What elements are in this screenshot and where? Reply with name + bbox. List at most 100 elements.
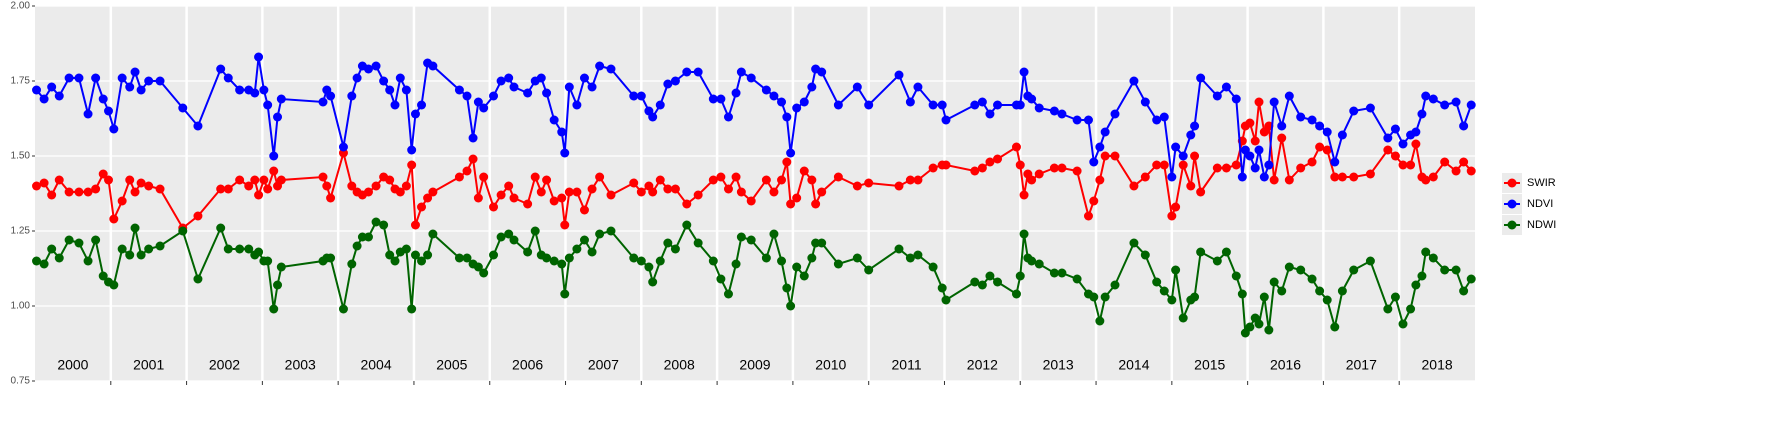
year-label: 2011: [892, 357, 922, 373]
data-point: [462, 166, 472, 176]
data-point: [1307, 274, 1317, 284]
data-point: [1186, 130, 1196, 140]
data-point: [1411, 139, 1421, 149]
data-point: [693, 67, 703, 77]
data-point: [636, 256, 646, 266]
data-point: [1129, 181, 1139, 191]
data-point: [1019, 190, 1029, 200]
data-point: [1212, 256, 1222, 266]
data-point: [322, 181, 332, 191]
data-point: [1411, 127, 1421, 137]
data-point: [782, 112, 792, 122]
data-point: [1100, 127, 1110, 137]
data-point: [655, 175, 665, 185]
data-point: [811, 199, 821, 209]
data-point: [864, 178, 874, 188]
data-point: [1250, 136, 1260, 146]
data-point: [833, 259, 843, 269]
data-point: [587, 184, 597, 194]
data-point: [1159, 112, 1169, 122]
data-point: [347, 181, 357, 191]
data-point: [1466, 274, 1476, 284]
data-point: [1383, 133, 1393, 143]
data-point: [905, 253, 915, 263]
data-point: [579, 235, 589, 245]
data-point: [1196, 73, 1206, 83]
data-point: [130, 223, 140, 233]
data-point: [1196, 187, 1206, 197]
data-point: [663, 79, 673, 89]
data-point: [977, 97, 987, 107]
data-point: [682, 220, 692, 230]
data-point: [117, 244, 127, 254]
data-point: [1330, 172, 1340, 182]
year-label: 2000: [57, 357, 88, 373]
data-point: [390, 256, 400, 266]
year-label: 2010: [815, 357, 846, 373]
year-label: 2016: [1270, 357, 1301, 373]
data-point: [117, 73, 127, 83]
data-point: [326, 193, 336, 203]
data-point: [655, 100, 665, 110]
data-point: [263, 256, 273, 266]
data-point: [993, 154, 1003, 164]
data-point: [504, 229, 514, 239]
data-point: [970, 100, 980, 110]
data-point: [852, 253, 862, 263]
data-point: [736, 187, 746, 197]
year-label: 2014: [1118, 357, 1149, 373]
data-point: [1406, 160, 1416, 170]
data-point: [644, 262, 654, 272]
data-point: [473, 97, 483, 107]
data-point: [385, 250, 395, 260]
data-point: [1015, 100, 1025, 110]
data-point: [223, 184, 233, 194]
data-point: [1315, 121, 1325, 131]
data-point: [1212, 91, 1222, 101]
data-point: [479, 172, 489, 182]
data-point: [970, 277, 980, 287]
data-point: [385, 175, 395, 185]
data-point: [428, 229, 438, 239]
data-point: [462, 91, 472, 101]
data-point: [786, 301, 796, 311]
data-point: [937, 100, 947, 110]
data-point: [1277, 286, 1287, 296]
data-point: [736, 67, 746, 77]
data-point: [423, 193, 433, 203]
data-point: [326, 91, 336, 101]
legend-label: SWIR: [1527, 177, 1556, 189]
data-point: [864, 265, 874, 275]
data-point: [1459, 157, 1469, 167]
data-point: [1072, 274, 1082, 284]
data-point: [708, 175, 718, 185]
data-point: [193, 274, 203, 284]
data-point: [761, 253, 771, 263]
data-point: [1330, 157, 1340, 167]
data-point: [407, 145, 417, 155]
data-point: [1110, 280, 1120, 290]
data-point: [347, 91, 357, 101]
year-label: 2002: [209, 357, 240, 373]
data-point: [489, 250, 499, 260]
data-point: [1365, 103, 1375, 113]
data-point: [1245, 151, 1255, 161]
year-label: 2008: [664, 357, 695, 373]
data-point: [894, 244, 904, 254]
data-point: [338, 304, 348, 314]
data-point: [326, 253, 336, 263]
data-point: [1349, 106, 1359, 116]
data-point: [479, 103, 489, 113]
data-point: [468, 154, 478, 164]
data-point: [83, 187, 93, 197]
data-point: [1049, 106, 1059, 116]
data-point: [1057, 163, 1067, 173]
data-point: [1307, 157, 1317, 167]
data-point: [276, 94, 286, 104]
legend-point: [1507, 220, 1517, 230]
data-point: [1383, 304, 1393, 314]
year-label: 2005: [436, 357, 467, 373]
data-point: [670, 76, 680, 86]
data-point: [985, 109, 995, 119]
